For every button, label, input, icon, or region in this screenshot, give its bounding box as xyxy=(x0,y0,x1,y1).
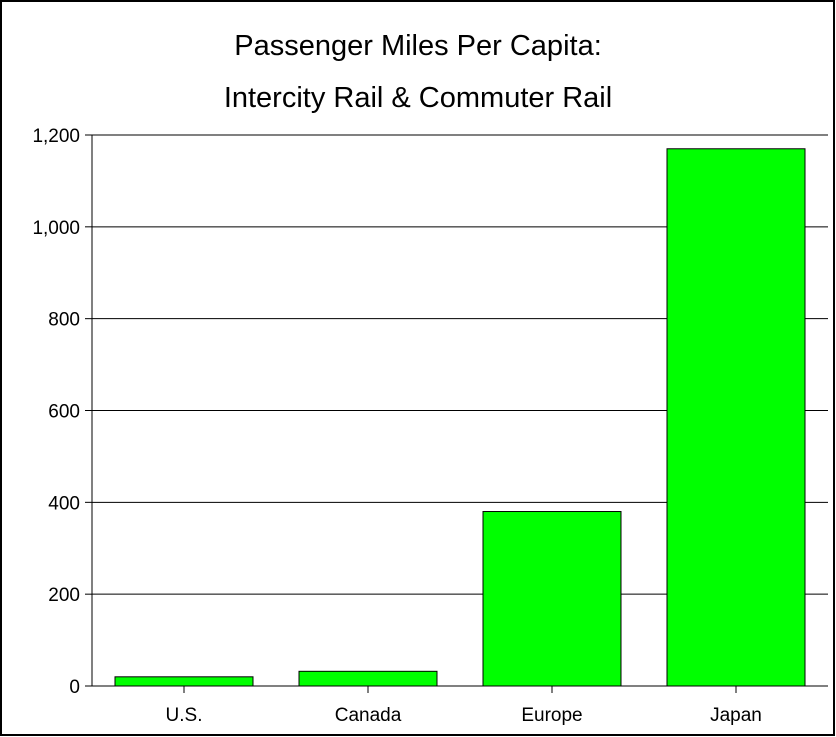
y-tick-label: 0 xyxy=(69,677,80,698)
y-tick-label: 600 xyxy=(48,402,80,423)
y-tick-label: 800 xyxy=(48,310,80,331)
y-tick-label: 200 xyxy=(48,585,80,606)
bar-u-s xyxy=(114,676,254,687)
bar-europe xyxy=(482,511,622,687)
bars xyxy=(114,148,806,687)
axes: 0 200 400 600 800 1,000 1,200 U.S. Canada Europe J… xyxy=(32,126,828,726)
x-tick-label: Canada xyxy=(335,705,402,726)
y-tick-label: 1,000 xyxy=(32,218,80,239)
y-tick-label: 400 xyxy=(48,493,80,514)
bar-canada xyxy=(298,670,438,687)
chart-title: Passenger Miles Per Capita: xyxy=(234,30,602,62)
x-tick-label: Japan xyxy=(710,705,762,726)
x-tick-label: U.S. xyxy=(166,705,203,726)
bar-japan xyxy=(666,148,806,687)
chart-subtitle: Intercity Rail & Commuter Rail xyxy=(224,82,612,114)
x-tick-label: Europe xyxy=(521,705,582,726)
y-tick-label: 1,200 xyxy=(32,126,80,147)
